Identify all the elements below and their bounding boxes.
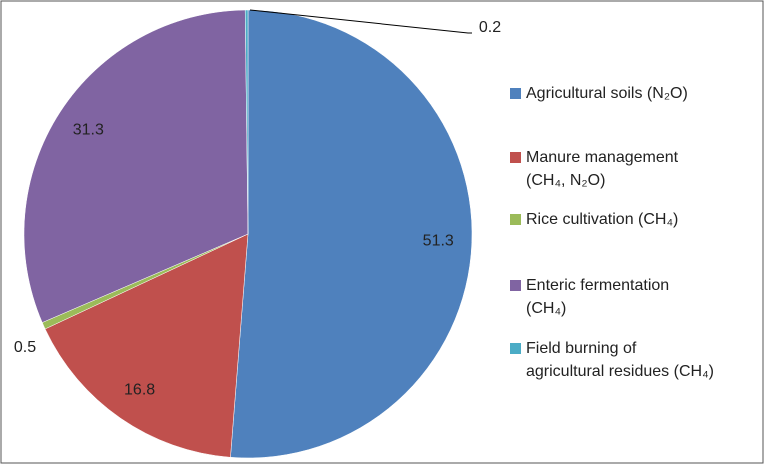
legend-swatch (510, 152, 521, 163)
pie-slice (44, 233, 249, 458)
legend-swatch (510, 280, 521, 291)
data-label: 51.3 (423, 233, 454, 250)
legend-swatch (510, 343, 521, 354)
data-label: 16.8 (124, 382, 155, 399)
legend-label: Field burning of agricultural residues (… (526, 340, 714, 380)
legend-swatch (510, 88, 521, 99)
pie-slice (244, 9, 249, 235)
data-label: 31.3 (73, 122, 104, 139)
legend-label: Manure management (CH₄, N₂O) (526, 149, 679, 189)
data-label: 0.5 (14, 339, 36, 356)
legend-label: Agricultural soils (N₂O) (526, 85, 688, 102)
pie-slice (23, 9, 249, 323)
pie-slice (230, 9, 473, 459)
legend-swatch (510, 214, 521, 225)
data-label: 0.2 (479, 19, 501, 36)
legend-label: Enteric fermentation (CH₄) (526, 277, 670, 317)
leader-line (249, 9, 472, 34)
legend-label: Rice cultivation (CH₄) (526, 211, 679, 228)
